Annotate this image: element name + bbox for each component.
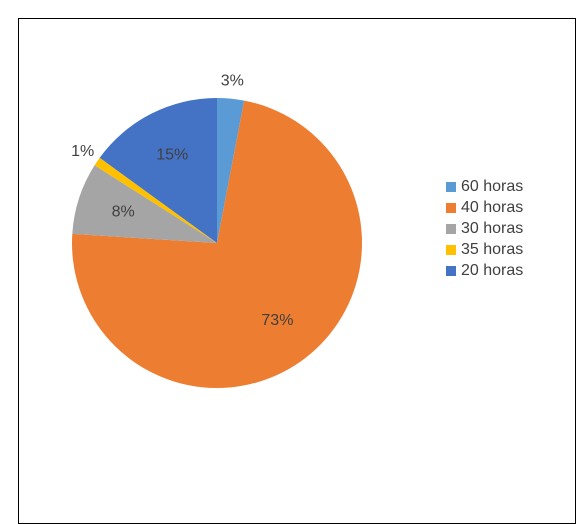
data-label: 15% <box>156 146 188 163</box>
legend-label: 30 horas <box>461 220 523 237</box>
pie-slice <box>71 100 362 388</box>
legend-label: 35 horas <box>461 241 523 258</box>
legend-swatch <box>446 245 456 255</box>
legend-swatch <box>446 203 456 213</box>
legend-swatch <box>446 266 456 276</box>
legend-label: 60 horas <box>461 178 523 195</box>
data-label: 73% <box>261 312 293 329</box>
legend-swatch <box>446 224 456 234</box>
legend-swatch <box>446 182 456 192</box>
pie-slice <box>94 157 217 243</box>
pie-slice <box>99 98 217 243</box>
data-label: 1% <box>71 143 94 160</box>
legend-label: 40 horas <box>461 199 523 216</box>
data-label: 3% <box>221 73 244 90</box>
pie-slice <box>72 165 217 243</box>
pie-slice <box>217 98 245 243</box>
legend-label: 20 horas <box>461 262 523 279</box>
data-label: 8% <box>112 204 135 221</box>
